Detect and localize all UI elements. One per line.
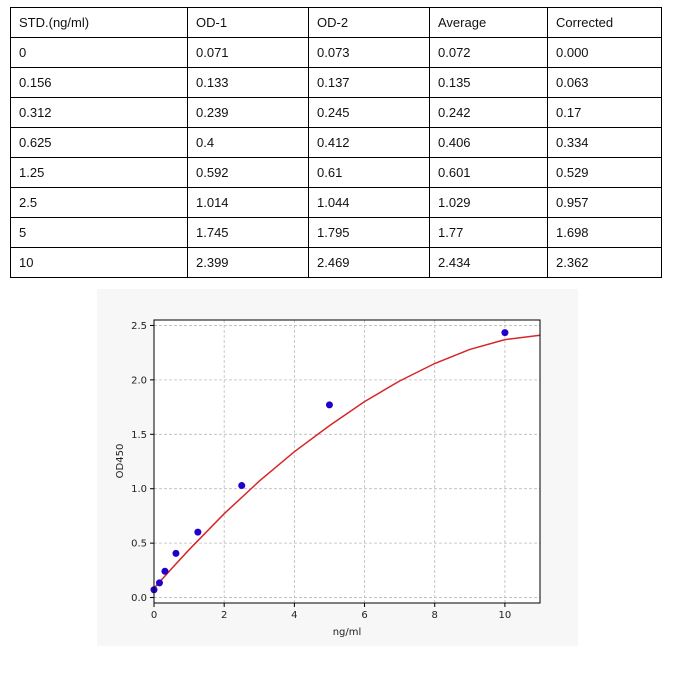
cell-od1: 1.014 — [187, 187, 309, 218]
cell-average: 0.406 — [429, 127, 548, 158]
y-tick-label: 2.5 — [131, 321, 147, 332]
cell-od2: 0.61 — [308, 157, 430, 188]
cell-average: 0.242 — [429, 97, 548, 128]
plot-frame — [153, 319, 541, 604]
header-average: Average — [429, 7, 548, 38]
x-axis-ticks: 0 2 4 6 8 10 — [151, 603, 511, 621]
cell-average: 0.072 — [429, 37, 548, 68]
y-tick-label: 2.0 — [131, 375, 147, 386]
data-point — [172, 549, 180, 557]
data-point — [161, 567, 169, 575]
data-point — [501, 329, 509, 337]
table-header-row: STD.(ng/ml) OD-1 OD-2 Average Corrected — [10, 7, 662, 38]
cell-od1: 0.133 — [187, 67, 309, 98]
cell-std: 0.156 — [10, 67, 188, 98]
cell-od1: 0.239 — [187, 97, 309, 128]
standard-curve-table: STD.(ng/ml) OD-1 OD-2 Average Corrected … — [10, 7, 662, 278]
x-tick-label: 10 — [499, 610, 512, 621]
x-tick-label: 8 — [432, 610, 438, 621]
table-row: 1.25 0.592 0.61 0.601 0.529 — [10, 157, 662, 188]
data-point — [155, 579, 163, 587]
table-row: 0.625 0.4 0.412 0.406 0.334 — [10, 127, 662, 158]
cell-corrected: 0.529 — [547, 157, 662, 188]
y-tick-label: 0.0 — [131, 593, 147, 604]
y-tick-label: 0.5 — [131, 539, 147, 550]
standard-curve-chart: 0 2 4 6 8 10 0.0 0.5 1.0 1.5 2.0 2.5 ng/ml OD450 — [115, 319, 541, 638]
cell-std: 0.625 — [10, 127, 188, 158]
table-row: 0 0.071 0.073 0.072 0.000 — [10, 37, 662, 68]
header-od1: OD-1 — [187, 7, 309, 38]
cell-average: 0.601 — [429, 157, 548, 188]
y-tick-label: 1.0 — [131, 484, 147, 495]
cell-od1: 0.071 — [187, 37, 309, 68]
cell-std: 2.5 — [10, 187, 188, 218]
chart-panel: 0 2 4 6 8 10 0.0 0.5 1.0 1.5 2.0 2.5 ng/ml OD450 — [97, 289, 578, 646]
data-point — [325, 401, 333, 409]
cell-average: 1.029 — [429, 187, 548, 218]
y-axis-title: OD450 — [115, 444, 126, 479]
cell-average: 1.77 — [429, 217, 548, 248]
cell-std: 0.312 — [10, 97, 188, 128]
table-row: 5 1.745 1.795 1.77 1.698 — [10, 217, 662, 248]
cell-std: 0 — [10, 37, 188, 68]
cell-corrected: 0.334 — [547, 127, 662, 158]
y-axis-ticks: 0.0 0.5 1.0 1.5 2.0 2.5 — [131, 321, 154, 604]
data-point — [194, 528, 202, 536]
x-axis-title: ng/ml — [333, 627, 362, 638]
table-row: 2.5 1.014 1.044 1.029 0.957 — [10, 187, 662, 218]
header-corrected: Corrected — [547, 7, 662, 38]
cell-std: 1.25 — [10, 157, 188, 188]
y-tick-label: 1.5 — [131, 430, 147, 441]
header-std: STD.(ng/ml) — [10, 7, 188, 38]
cell-corrected: 0.000 — [547, 37, 662, 68]
cell-corrected: 0.17 — [547, 97, 662, 128]
x-tick-label: 2 — [221, 610, 227, 621]
cell-average: 0.135 — [429, 67, 548, 98]
data-point — [238, 482, 246, 490]
cell-std: 10 — [10, 247, 188, 278]
cell-od2: 0.137 — [308, 67, 430, 98]
cell-od1: 2.399 — [187, 247, 309, 278]
table-row: 0.312 0.239 0.245 0.242 0.17 — [10, 97, 662, 128]
cell-od1: 1.745 — [187, 217, 309, 248]
cell-corrected: 0.957 — [547, 187, 662, 218]
header-od2: OD-2 — [308, 7, 430, 38]
table-row: 10 2.399 2.469 2.434 2.362 — [10, 247, 662, 278]
cell-od2: 1.795 — [308, 217, 430, 248]
plot-area — [154, 320, 540, 603]
cell-od2: 2.469 — [308, 247, 430, 278]
cell-corrected: 2.362 — [547, 247, 662, 278]
cell-od1: 0.592 — [187, 157, 309, 188]
cell-corrected: 0.063 — [547, 67, 662, 98]
cell-std: 5 — [10, 217, 188, 248]
cell-od2: 0.412 — [308, 127, 430, 158]
x-tick-label: 6 — [361, 610, 367, 621]
cell-od2: 1.044 — [308, 187, 430, 218]
fit-curve-line — [153, 334, 541, 589]
cell-corrected: 1.698 — [547, 217, 662, 248]
cell-average: 2.434 — [429, 247, 548, 278]
grid — [153, 320, 540, 603]
cell-od2: 0.245 — [308, 97, 430, 128]
table-row: 0.156 0.133 0.137 0.135 0.063 — [10, 67, 662, 98]
cell-od2: 0.073 — [308, 37, 430, 68]
x-tick-label: 4 — [291, 610, 297, 621]
cell-od1: 0.4 — [187, 127, 309, 158]
x-tick-label: 0 — [151, 610, 157, 621]
